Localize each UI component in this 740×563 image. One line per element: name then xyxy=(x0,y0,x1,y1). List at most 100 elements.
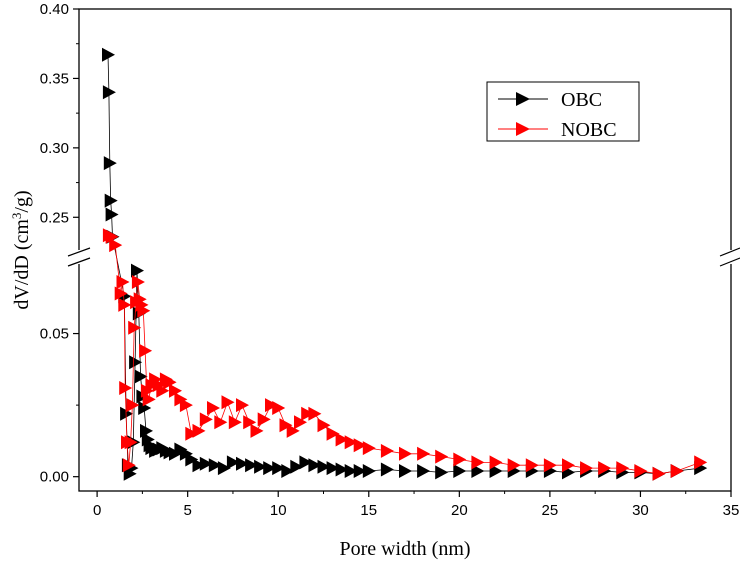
legend-marker-nobc xyxy=(516,122,530,136)
x-tick-label: 10 xyxy=(270,502,287,519)
data-point-nobc xyxy=(236,398,249,413)
data-point-nobc xyxy=(114,286,128,301)
axis-break-gap xyxy=(70,250,740,264)
data-point-nobc xyxy=(214,415,228,430)
data-point-nobc xyxy=(634,464,648,478)
data-point-nobc xyxy=(109,238,123,253)
x-tick-label: 30 xyxy=(632,502,649,519)
data-point-nobc xyxy=(131,275,145,289)
y-tick-label: 0.05 xyxy=(40,326,69,343)
data-point-obc xyxy=(199,456,213,471)
data-point-obc xyxy=(344,464,358,478)
data-point-nobc xyxy=(124,435,138,450)
data-point-nobc xyxy=(265,398,278,413)
data-point-nobc xyxy=(228,415,242,430)
data-point-obc xyxy=(134,369,148,384)
x-tick-label: 15 xyxy=(360,502,377,519)
data-point-nobc xyxy=(616,461,630,476)
data-point-nobc xyxy=(192,423,206,438)
y-tick-label: 0.25 xyxy=(40,209,69,226)
data-point-nobc xyxy=(118,297,132,312)
x-tick-label: 20 xyxy=(451,502,468,519)
data-point-nobc xyxy=(507,458,521,473)
data-point-obc xyxy=(362,464,376,478)
data-point-nobc xyxy=(435,449,449,464)
data-point-obc xyxy=(226,455,240,470)
data-point-nobc xyxy=(221,395,235,410)
data-point-nobc xyxy=(279,418,293,433)
data-point-obc xyxy=(335,462,349,477)
legend: OBC NOBC xyxy=(486,81,640,142)
data-point-nobc xyxy=(119,381,133,395)
data-point-obc xyxy=(217,461,231,476)
y-tick-label: 0.35 xyxy=(40,70,69,87)
series-line-nobc xyxy=(108,234,701,475)
data-point-nobc xyxy=(598,461,612,476)
data-point-nobc xyxy=(294,415,307,430)
data-point-obc xyxy=(120,406,134,421)
axis-break-mark-left-2 xyxy=(67,257,91,267)
data-point-nobc xyxy=(399,446,412,461)
y-tick-label: 0.00 xyxy=(40,469,69,486)
data-point-nobc xyxy=(105,229,119,244)
data-point-nobc xyxy=(344,435,358,450)
data-point-nobc xyxy=(122,458,136,473)
x-axis-ticks: 0 5 10 15 20 25 30 35 xyxy=(93,491,739,519)
data-point-obc xyxy=(103,156,117,171)
data-point-obc xyxy=(435,465,449,480)
data-point-nobc xyxy=(199,412,213,427)
legend-marker-obc xyxy=(516,92,530,106)
data-point-obc xyxy=(272,461,286,476)
data-point-nobc xyxy=(670,464,684,478)
legend-label-nobc: NOBC xyxy=(561,119,617,141)
data-point-obc xyxy=(399,464,412,478)
data-point-nobc xyxy=(169,383,182,398)
data-point-obc xyxy=(299,455,313,470)
data-point-obc xyxy=(281,464,295,478)
data-point-obc xyxy=(138,401,152,415)
axis-break-mark-left-1 xyxy=(67,247,91,257)
data-point-obc xyxy=(105,207,119,222)
data-point-nobc xyxy=(489,455,503,470)
data-point-obc xyxy=(236,456,249,471)
y-tick-label: 0.40 xyxy=(40,1,69,18)
data-point-nobc xyxy=(207,401,220,415)
data-point-nobc xyxy=(145,378,159,393)
legend-label-obc: OBC xyxy=(561,89,602,111)
data-point-obc xyxy=(254,459,268,474)
data-point-obc xyxy=(263,461,277,476)
data-point-nobc xyxy=(116,275,130,289)
data-point-nobc xyxy=(185,426,199,441)
data-point-obc xyxy=(129,355,143,370)
legend-box xyxy=(486,81,640,142)
data-point-nobc xyxy=(301,406,315,421)
data-point-obc xyxy=(290,459,304,474)
data-point-nobc xyxy=(272,401,286,415)
x-tick-label: 5 xyxy=(183,502,191,519)
data-point-nobc xyxy=(137,303,151,318)
data-point-nobc xyxy=(453,452,467,467)
data-point-nobc xyxy=(326,426,340,441)
data-point-obc xyxy=(326,461,340,476)
data-point-nobc xyxy=(286,423,300,438)
data-point-obc xyxy=(453,464,467,478)
x-tick-label: 0 xyxy=(93,502,101,519)
data-point-nobc xyxy=(652,466,666,481)
data-point-obc xyxy=(102,85,116,100)
data-point-nobc xyxy=(362,441,376,456)
y-axis-title: dV/dD (cm3/g) xyxy=(9,190,33,309)
data-point-nobc xyxy=(126,398,140,413)
data-point-obc xyxy=(353,464,367,478)
data-point-nobc xyxy=(335,432,349,447)
data-point-obc xyxy=(192,458,206,473)
data-point-nobc xyxy=(694,455,708,470)
data-point-nobc xyxy=(562,458,575,473)
axis-break-mark-right-1 xyxy=(719,247,740,257)
data-point-nobc xyxy=(243,415,257,430)
data-point-obc xyxy=(308,458,322,473)
y-axis-title-superscript: 3 xyxy=(9,213,24,220)
x-axis-title: Pore width (nm) xyxy=(339,538,470,560)
data-point-nobc xyxy=(471,455,485,470)
data-point-nobc xyxy=(149,372,163,387)
